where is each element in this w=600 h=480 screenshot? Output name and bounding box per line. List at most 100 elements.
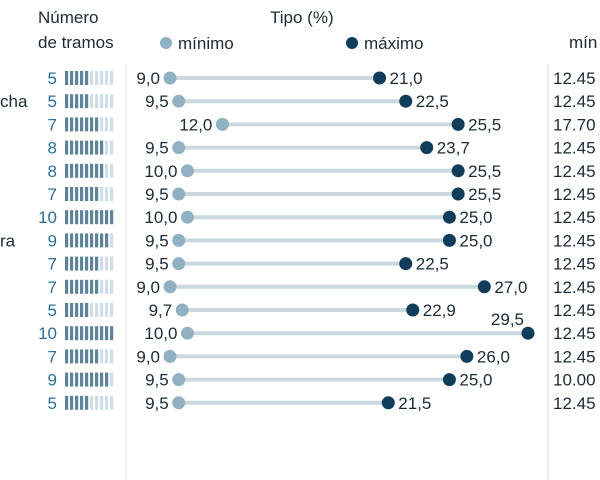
min-value-label: 9,7 xyxy=(149,301,173,320)
max-value-label: 29,5 xyxy=(491,310,524,329)
tramo-segment xyxy=(65,326,69,341)
tramo-segment xyxy=(70,210,74,225)
tramo-segment xyxy=(90,349,94,364)
max-value-label: 25,5 xyxy=(468,115,501,134)
tramo-segment xyxy=(80,163,84,178)
tramo-segment xyxy=(105,163,109,178)
max-dot xyxy=(442,233,456,247)
max-value-label: 22,5 xyxy=(416,92,449,111)
tramo-segment xyxy=(75,395,79,410)
tramo-segment xyxy=(90,395,94,410)
tramo-segment xyxy=(75,279,79,294)
tramo-segment xyxy=(80,279,84,294)
min-value-label: 9,5 xyxy=(145,255,169,274)
tramo-segment xyxy=(65,163,69,178)
right-column-value: 10.00 xyxy=(553,371,596,390)
tramo-segment xyxy=(75,71,79,85)
tramo-segment xyxy=(85,326,89,341)
tramos-count: 5 xyxy=(48,301,57,320)
tramo-segment xyxy=(80,187,84,201)
tramo-segment xyxy=(95,94,99,109)
min-value-label: 9,5 xyxy=(145,139,169,158)
tramo-segment xyxy=(100,303,104,317)
tramo-segment xyxy=(70,187,74,201)
tramo-segment xyxy=(70,349,74,364)
tramo-segment xyxy=(80,256,84,271)
tramo-segment xyxy=(80,372,84,387)
tramo-segment xyxy=(100,372,104,387)
tramo-segment xyxy=(110,117,114,132)
chart-row: cha 5 9,5 22,5 12.45 xyxy=(0,92,596,111)
tramo-segment xyxy=(110,395,114,410)
tramos-count: 5 xyxy=(48,394,57,413)
tramo-segment xyxy=(75,94,79,109)
tramo-segment xyxy=(110,349,114,364)
chart-row: 5 9,0 21,0 12.45 xyxy=(48,69,596,88)
right-column-value: 12.45 xyxy=(553,255,596,274)
tramo-segment xyxy=(65,395,69,410)
chart-row: 9 9,5 25,0 10.00 xyxy=(48,371,596,390)
min-dot xyxy=(172,233,186,247)
min-value-label: 10,0 xyxy=(144,162,177,181)
tramo-segment xyxy=(80,210,84,225)
tramo-segment xyxy=(85,94,89,109)
max-dot xyxy=(442,373,456,387)
tramo-segment xyxy=(90,326,94,341)
chart-row: 7 9,0 27,0 12.45 xyxy=(48,278,596,297)
tramo-segment xyxy=(105,71,109,85)
tramos-count: 9 xyxy=(48,371,57,390)
tramo-segment xyxy=(70,140,74,155)
min-value-label: 9,5 xyxy=(145,185,169,204)
tramo-segment xyxy=(85,279,89,294)
max-value-label: 26,0 xyxy=(477,347,510,366)
tramos-count: 8 xyxy=(48,162,57,181)
tramos-count: 7 xyxy=(48,278,57,297)
tramo-segment xyxy=(70,163,74,178)
min-dot xyxy=(163,280,177,294)
tramo-segment xyxy=(75,256,79,271)
max-dot xyxy=(373,71,387,85)
tramo-segment xyxy=(85,233,89,248)
max-value-label: 25,5 xyxy=(468,162,501,181)
tramo-segment xyxy=(95,140,99,155)
max-value-label: 25,0 xyxy=(459,371,492,390)
right-column-value: 12.45 xyxy=(553,324,596,343)
right-column-header: mín xyxy=(569,33,598,52)
tramo-segment xyxy=(95,187,99,201)
tramo-segment xyxy=(95,279,99,294)
tramo-segment xyxy=(75,117,79,132)
tramo-segment xyxy=(75,233,79,248)
tramo-segment xyxy=(105,303,109,317)
max-dot xyxy=(451,117,465,131)
tramo-segment xyxy=(70,326,74,341)
chart-row: 5 9,7 22,9 12.45 xyxy=(48,301,596,320)
tramo-segment xyxy=(85,372,89,387)
max-value-label: 23,7 xyxy=(437,139,470,158)
tramo-segment xyxy=(65,233,69,248)
min-dot xyxy=(172,373,186,387)
tramos-count: 7 xyxy=(48,115,57,134)
right-column-value: 12.45 xyxy=(553,347,596,366)
tramo-segment xyxy=(90,210,94,225)
tramo-segment xyxy=(110,279,114,294)
tramo-segment xyxy=(100,349,104,364)
max-value-label: 21,5 xyxy=(398,394,431,413)
tramo-segment xyxy=(110,187,114,201)
tramo-segment xyxy=(75,210,79,225)
tramo-segment xyxy=(70,279,74,294)
tramo-segment xyxy=(95,372,99,387)
tramo-segment xyxy=(80,395,84,410)
tramos-count: 10 xyxy=(38,324,57,343)
tramo-segment xyxy=(95,349,99,364)
tramo-segment xyxy=(105,233,109,248)
tramo-segment xyxy=(75,163,79,178)
tramos-header-line1: Número xyxy=(38,8,99,27)
tramo-segment xyxy=(110,372,114,387)
tramo-segment xyxy=(65,71,69,85)
tramo-segment xyxy=(90,163,94,178)
tramo-segment xyxy=(65,303,69,317)
tramo-segment xyxy=(110,163,114,178)
min-value-label: 9,5 xyxy=(145,231,169,250)
tramo-segment xyxy=(100,94,104,109)
max-value-label: 27,0 xyxy=(494,278,527,297)
